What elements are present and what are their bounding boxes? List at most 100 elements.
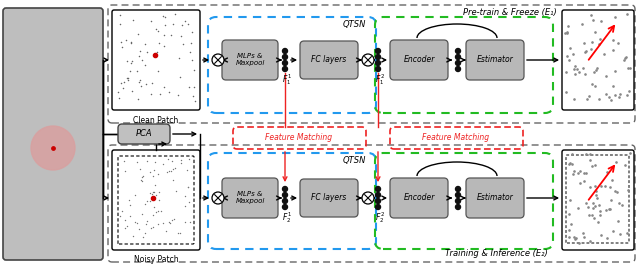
Point [570,237,580,241]
Point [607,178,618,182]
Point [584,94,595,98]
Point [581,171,591,175]
Point [621,12,632,17]
Circle shape [282,193,287,198]
Point [136,178,146,182]
Point [151,210,161,214]
Point [132,32,143,36]
Point [116,209,127,213]
Point [560,31,570,35]
Point [582,97,592,101]
Point [170,12,180,17]
Point [183,185,193,189]
Point [565,46,575,50]
Point [596,18,606,23]
Point [145,226,156,230]
Point [147,192,157,196]
Point [175,231,186,235]
Point [564,211,574,216]
FancyBboxPatch shape [112,10,200,110]
Point [579,179,589,183]
Circle shape [456,205,461,210]
Point [141,218,152,223]
Circle shape [282,61,287,65]
Point [577,22,588,26]
Point [48,146,58,150]
Point [124,214,134,218]
Point [581,201,591,205]
Point [135,166,145,171]
Point [613,41,623,45]
Point [162,170,172,174]
Point [147,213,157,218]
Circle shape [212,192,224,204]
Text: Encoder: Encoder [403,56,435,65]
Text: QTSN: QTSN [342,155,365,164]
Point [173,56,184,61]
Text: MLPs &
Maxpool: MLPs & Maxpool [236,53,265,66]
Point [127,59,137,63]
Point [177,23,188,27]
Point [148,190,159,194]
Point [586,12,596,17]
Point [154,190,164,194]
Point [590,184,600,189]
Point [165,221,175,225]
Point [175,158,186,162]
Point [138,174,148,179]
FancyBboxPatch shape [112,150,200,250]
Point [135,49,145,53]
Point [585,239,595,244]
Point [182,168,192,172]
Text: Clean Patch: Clean Patch [133,116,179,125]
Text: FC layers: FC layers [312,194,347,202]
Point [164,220,174,224]
Point [590,163,600,167]
Point [590,84,600,88]
Point [173,231,183,235]
Point [164,90,174,95]
Point [621,231,632,235]
Point [596,184,606,188]
Point [588,164,598,168]
Point [156,209,166,213]
Point [122,76,132,80]
Point [118,159,129,163]
Circle shape [456,187,461,191]
Point [579,66,589,70]
Point [184,85,194,89]
Point [592,196,602,201]
Point [587,40,597,44]
Point [118,85,128,90]
Point [590,29,600,34]
FancyBboxPatch shape [466,178,524,218]
Point [125,203,135,207]
Point [625,151,635,155]
Point [141,222,152,226]
Point [141,199,152,203]
Point [145,92,156,96]
Text: $F_1^2$: $F_1^2$ [375,73,385,88]
Point [588,18,598,22]
Point [572,206,582,210]
Point [122,58,132,63]
Point [599,52,609,56]
Point [150,26,161,31]
Point [563,58,573,62]
Point [596,233,606,237]
Text: Noisy Patch: Noisy Patch [134,255,179,264]
Point [136,175,147,179]
Point [622,92,632,97]
Point [134,54,145,59]
Point [581,48,591,53]
Point [115,13,125,17]
Point [601,207,611,212]
Point [145,198,155,203]
Point [138,235,148,239]
Point [602,170,612,174]
Circle shape [456,66,461,72]
Point [150,53,160,57]
FancyBboxPatch shape [300,41,358,79]
Point [562,31,572,35]
Point [183,184,193,189]
